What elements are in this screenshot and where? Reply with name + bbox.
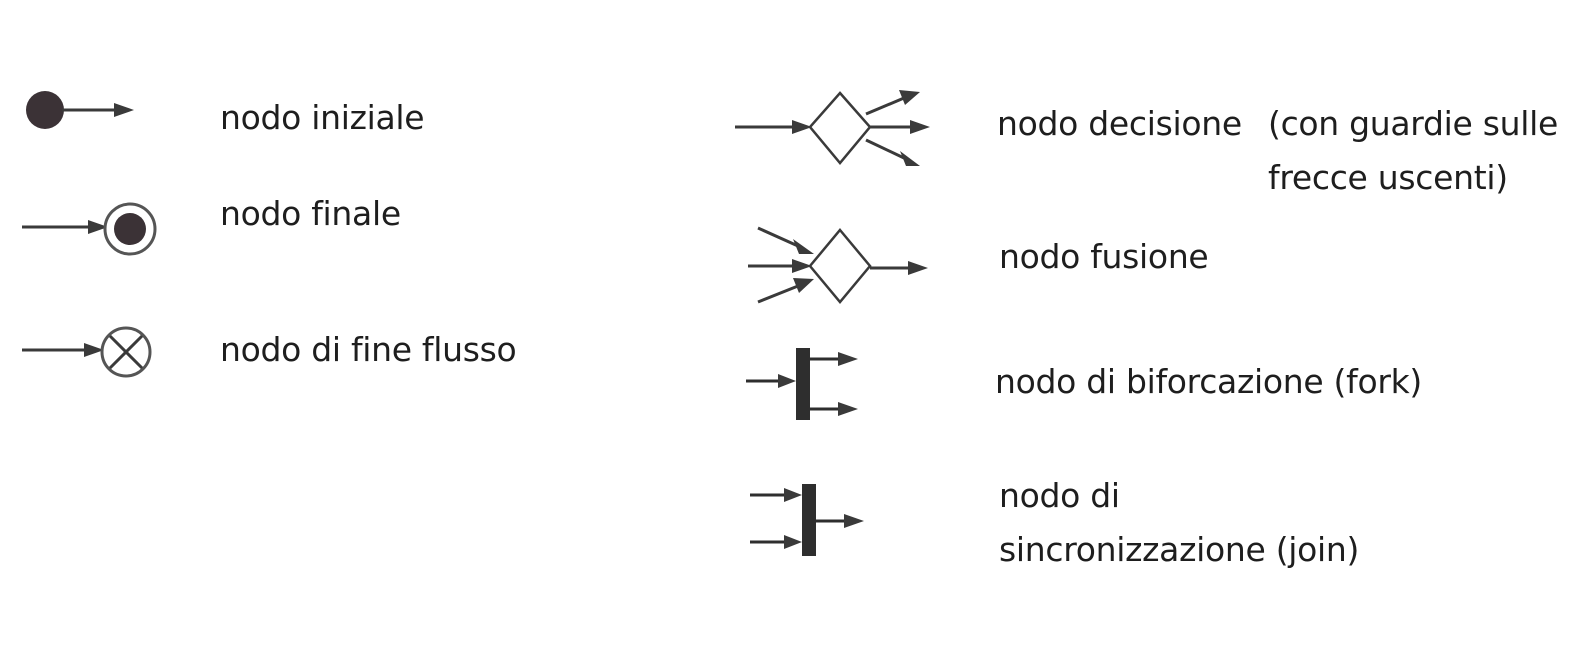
merge-node-symbol [748, 226, 928, 304]
flow-final-node-symbol [22, 326, 152, 378]
join-node-symbol [750, 484, 864, 556]
join-node-label-line2: sincronizzazione (join) [999, 530, 1360, 569]
initial-node-label: nodo iniziale [220, 98, 425, 137]
join-node-label-line1: nodo di [999, 476, 1120, 515]
final-node-label: nodo finale [220, 194, 401, 233]
flow-final-node-label: nodo di fine flusso [220, 330, 517, 369]
merge-node-label: nodo fusione [999, 237, 1209, 276]
fork-node-label: nodo di biforcazione (fork) [995, 362, 1422, 401]
decision-note-line1: (con guardie sulle [1268, 104, 1558, 143]
final-node-symbol [22, 202, 157, 256]
decision-node-label: nodo decisione [997, 104, 1242, 143]
decision-node-symbol [735, 90, 930, 166]
initial-node-symbol [26, 91, 134, 129]
fork-node-symbol [746, 348, 858, 420]
decision-note-line2: frecce uscenti) [1268, 158, 1508, 197]
